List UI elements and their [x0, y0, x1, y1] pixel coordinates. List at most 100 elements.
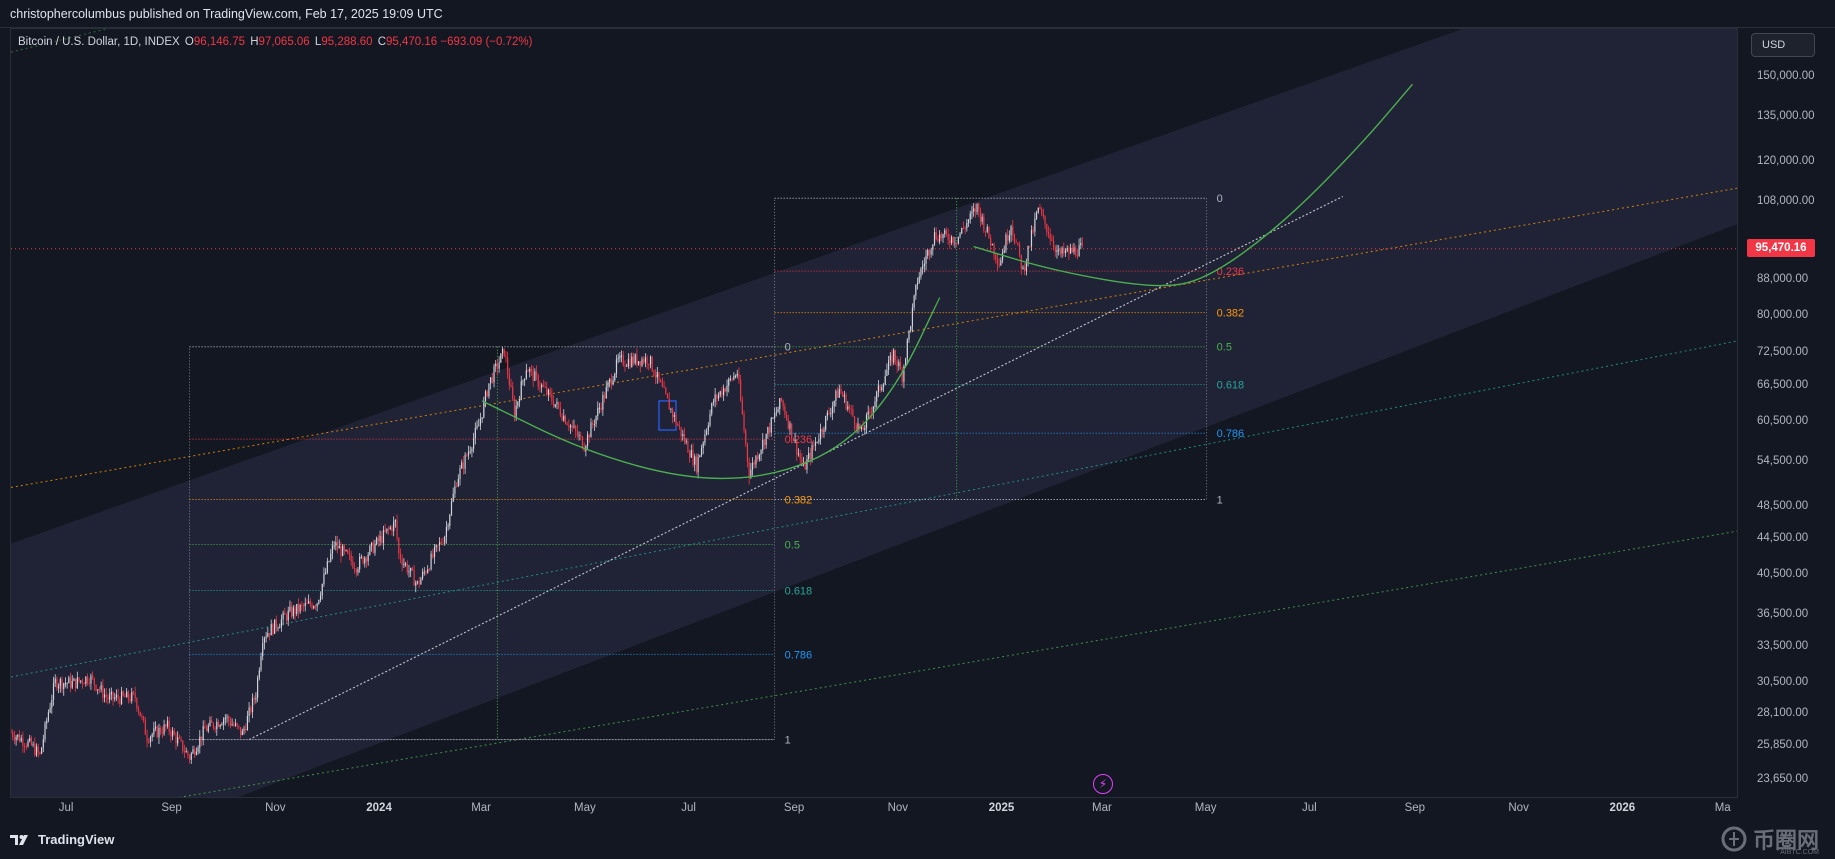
candle-body — [561, 415, 563, 421]
candle-body — [488, 383, 490, 397]
candle-body — [782, 400, 784, 407]
candle-body — [411, 567, 413, 571]
candle-body — [359, 556, 361, 570]
candle-body — [792, 438, 794, 442]
candle-body — [505, 356, 507, 358]
candle-body — [910, 326, 912, 331]
candle-body — [318, 600, 320, 604]
candle-body — [765, 433, 767, 446]
candle-body — [704, 434, 706, 443]
candle-body — [532, 369, 534, 381]
low-value: 95,288.60 — [321, 36, 373, 48]
candle-body — [377, 537, 379, 542]
chart-area[interactable]: 0 0.236 0.382 0.5 0.618 0.786 1 0 0.236 0.382 0.5 0… — [10, 28, 1738, 798]
candle-body — [284, 612, 286, 615]
candle-body — [706, 430, 708, 435]
candle-body — [757, 456, 759, 460]
candle-body — [580, 435, 582, 437]
candle-body — [63, 683, 65, 690]
candle-body — [333, 545, 335, 547]
candle-body — [171, 730, 174, 737]
candle-body — [767, 427, 769, 434]
candle-body — [44, 723, 46, 740]
time-axis[interactable]: Jul Sep Nov 2024 Mar May Jul Sep Nov 2025 Mar May Ju… — [10, 798, 1738, 820]
candle-body — [918, 276, 920, 283]
close-label: C — [377, 36, 387, 48]
price-axis[interactable]: 150,000.00 135,000.00 120,000.00 108,000.00… — [1739, 28, 1835, 798]
candle-body — [34, 743, 36, 756]
candle-body — [899, 362, 902, 370]
candle-body — [808, 452, 810, 459]
candle-body — [653, 370, 655, 376]
candle-body — [495, 363, 497, 367]
candle-body — [291, 606, 293, 617]
currency-button[interactable]: USD — [1751, 33, 1815, 57]
candle-body — [323, 573, 325, 584]
candle-body — [998, 264, 1000, 266]
candle-body — [597, 407, 599, 417]
candle-body — [634, 354, 636, 364]
price-tick-label: 54,500.00 — [1757, 455, 1809, 468]
candle-body — [1001, 252, 1004, 261]
candle-body — [814, 442, 817, 446]
candle-body — [542, 384, 544, 387]
candle-body — [860, 426, 862, 429]
candle-body — [340, 546, 342, 556]
fib-right-level-label: 0.786 — [1217, 428, 1245, 440]
candle-body — [760, 449, 762, 455]
time-tick-label: May — [573, 802, 596, 814]
candle-body — [1005, 234, 1007, 251]
fib-right-level-label: 0 — [1217, 193, 1223, 205]
candle-body — [590, 422, 592, 438]
time-tick-label: Mar — [471, 802, 492, 814]
candle-body — [791, 423, 793, 439]
candle-body — [161, 733, 163, 735]
candle-body — [393, 521, 395, 532]
candle-body — [1069, 247, 1072, 254]
time-tick-label: Sep — [161, 802, 182, 814]
candle-body — [637, 361, 640, 365]
candle-body — [699, 455, 701, 458]
candle-body — [874, 401, 876, 407]
time-tick-label: May — [1194, 802, 1217, 814]
candle-body — [350, 554, 352, 562]
candle-body — [197, 747, 199, 752]
candle-body — [416, 581, 419, 583]
candle-body — [496, 363, 499, 369]
candle-body — [976, 203, 978, 213]
candle-body — [896, 360, 898, 367]
candle-body — [456, 486, 458, 488]
watermark-text: 币圈网 — [1752, 828, 1819, 853]
candle-body — [571, 425, 573, 427]
candle-body — [110, 691, 112, 695]
price-chart[interactable]: 0 0.236 0.382 0.5 0.618 0.786 1 0 0.236 0.382 0.5 0… — [11, 29, 1738, 798]
tradingview-brand: TradingView — [38, 832, 115, 847]
candle-body — [891, 355, 893, 363]
candle-body — [797, 453, 800, 455]
candle-body — [343, 545, 345, 551]
candle-body — [578, 435, 580, 437]
candle-body — [973, 208, 975, 212]
candle-body — [308, 601, 310, 604]
candle-body — [1056, 250, 1058, 252]
candle-body — [432, 553, 434, 558]
candle-body — [467, 451, 470, 456]
lightning-icon[interactable]: ⚡ — [1093, 774, 1113, 794]
candle-body — [272, 624, 274, 634]
candle-body — [811, 445, 813, 460]
tradingview-logo[interactable]: TradingView — [10, 832, 114, 847]
candle-body — [228, 716, 230, 721]
candle-body — [1071, 247, 1073, 253]
candle-body — [507, 357, 509, 374]
candle-body — [61, 679, 63, 690]
candle-body — [240, 727, 242, 736]
price-tick-label: 40,500.00 — [1757, 568, 1809, 581]
candle-body — [81, 680, 84, 684]
candle-body — [957, 236, 959, 244]
candle-body — [1066, 248, 1068, 251]
candle-body — [554, 404, 556, 407]
candle-body — [262, 642, 264, 657]
candle-body — [382, 530, 385, 544]
candle-body — [500, 353, 502, 363]
candle-body — [905, 358, 907, 367]
